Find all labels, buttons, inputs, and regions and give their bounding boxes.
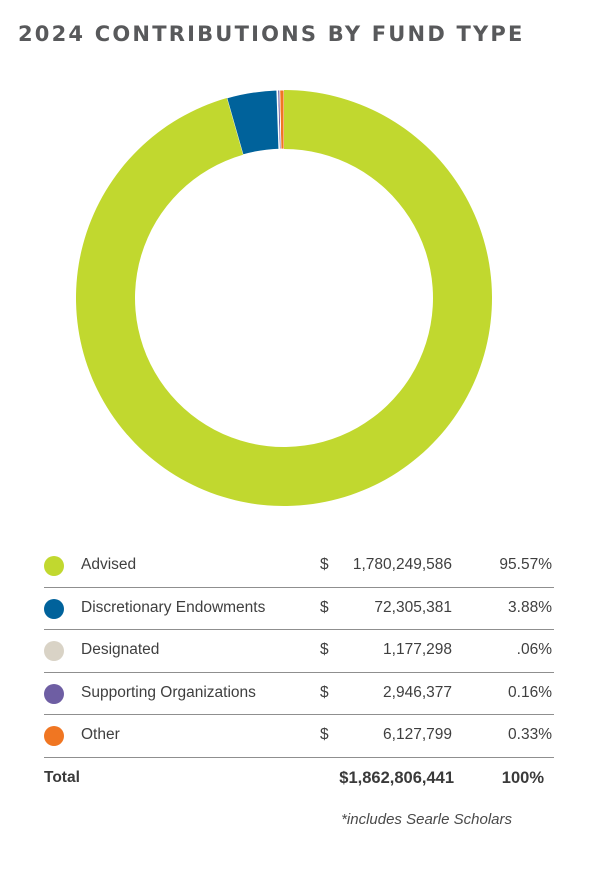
legend-percent: 0.16% [508,683,552,701]
legend-swatch [44,556,64,576]
legend-swatch [44,726,64,746]
chart-title: 2024 CONTRIBUTIONS BY FUND TYPE [18,22,525,46]
legend-percent: 3.88% [508,598,552,616]
footnote: *includes Searle Scholars [341,811,512,828]
slice-advised [76,90,493,507]
legend-amount: 1,177,298 [383,641,452,658]
legend-label: Other [81,726,120,743]
legend-label: Discretionary Endowments [81,598,266,616]
legend-table: Advised $ 1,780,249,586 95.57% Discretio… [44,545,554,799]
total-label: Total [44,768,80,786]
total-row: Total $1,862,806,441 100% [44,758,554,800]
legend-row-designated: Designated $ 1,177,298 .06% [44,630,554,673]
currency-symbol: $ [320,726,329,743]
legend-amount: 6,127,799 [383,726,452,743]
legend-amount: 2,946,377 [383,683,452,701]
legend-label: Supporting Organizations [81,683,256,701]
total-percent: 100% [501,768,544,787]
donut-chart [76,89,493,507]
legend-row-supporting-organizations: Supporting Organizations $ 2,946,377 0.1… [44,673,554,715]
legend-amount: 72,305,381 [374,598,452,616]
currency-symbol: $ [320,683,329,701]
legend-row-other: Other $ 6,127,799 0.33% [44,715,554,758]
legend-percent: .06% [516,641,552,658]
legend-label: Advised [81,556,137,573]
legend-swatch [44,641,64,661]
currency-symbol: $ [320,556,329,573]
legend-percent: 95.57% [499,556,552,573]
currency-symbol: $ [320,598,329,616]
currency-symbol: $ [320,641,329,658]
total-amount: $1,862,806,441 [339,768,454,787]
legend-swatch [44,598,64,619]
legend-percent: 0.33% [508,726,552,743]
legend-swatch [44,683,64,704]
legend-label: Designated [81,641,160,658]
legend-row-discretionary-endowments: Discretionary Endowments $ 72,305,381 3.… [44,588,554,630]
legend-amount: 1,780,249,586 [352,556,452,573]
slice-discretionary-endowments [226,89,280,156]
legend-row-advised: Advised $ 1,780,249,586 95.57% [44,545,554,588]
